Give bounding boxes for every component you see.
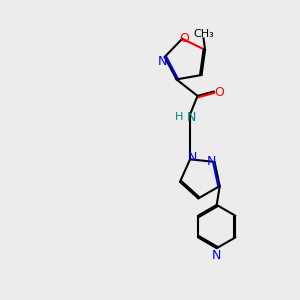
- Text: H: H: [175, 112, 184, 122]
- Text: CH₃: CH₃: [193, 29, 214, 39]
- Text: N: N: [207, 155, 216, 168]
- Text: N: N: [187, 111, 196, 124]
- Text: O: O: [179, 32, 189, 45]
- Text: N: N: [188, 151, 197, 164]
- Text: O: O: [214, 86, 224, 99]
- Text: N: N: [212, 249, 221, 262]
- Text: N: N: [158, 55, 167, 68]
